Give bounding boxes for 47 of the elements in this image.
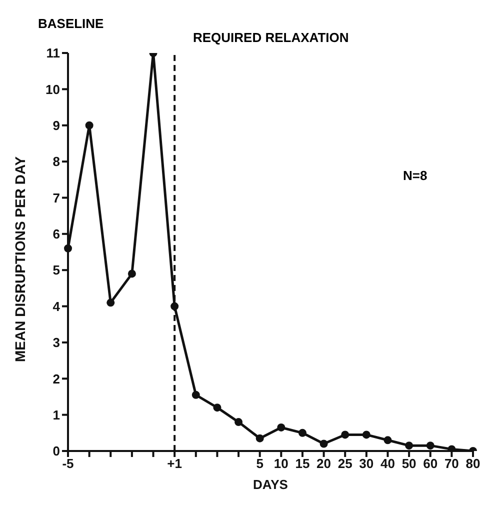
- point: [405, 442, 414, 450]
- point: [192, 390, 200, 399]
- x-tick-label: 40: [380, 456, 395, 472]
- point: [85, 121, 94, 130]
- y-tick-label: 4: [52, 298, 61, 314]
- y-tick-label: 7: [52, 190, 60, 206]
- text: REQUIRED RELAXATION: [193, 30, 349, 45]
- x-tick-label: 80: [466, 456, 480, 472]
- x-tick-label: 50: [402, 456, 416, 472]
- y-tick-label: 10: [46, 82, 60, 97]
- y-tick-label: 3: [52, 335, 60, 350]
- y-tick-label: 5: [52, 262, 60, 278]
- y-tick-label: 6: [52, 226, 60, 242]
- point: [320, 440, 328, 448]
- y-tick-label: 9: [52, 118, 60, 133]
- x-tick-label: +1: [167, 456, 182, 472]
- y-tick-label: 0: [52, 444, 60, 459]
- point: [256, 434, 264, 442]
- y-tick-label: 8: [52, 154, 60, 170]
- x-axis-title: DAYS: [253, 477, 288, 492]
- point: [170, 302, 179, 310]
- point: [128, 270, 136, 278]
- y-tick-label: 11: [46, 46, 60, 61]
- text: BASELINE: [38, 16, 104, 31]
- x-tick-label: 25: [338, 456, 352, 472]
- x-tick-label: 30: [359, 456, 374, 472]
- point: [64, 244, 72, 252]
- annotation: N=8: [403, 168, 428, 183]
- y-axis-title: MEAN DISRUPTIONS PER DAY: [12, 156, 28, 362]
- point: [384, 436, 392, 444]
- y-tick-label: 2: [52, 371, 60, 386]
- point: [362, 430, 370, 439]
- x-tick-label: 70: [444, 456, 459, 472]
- point: [426, 442, 434, 450]
- x-tick-label: -5: [62, 456, 74, 472]
- x-tick-label: 15: [295, 456, 310, 472]
- y-tick-label: 1: [52, 407, 60, 422]
- x-tick-label: 20: [316, 456, 332, 472]
- point: [341, 430, 350, 439]
- point: [234, 418, 243, 426]
- x-tick-label: 60: [423, 456, 438, 472]
- point: [213, 404, 222, 412]
- point: [106, 298, 115, 307]
- x-tick-label: 5: [256, 456, 264, 472]
- point: [277, 423, 286, 432]
- point: [298, 428, 306, 437]
- x-tick-label: 10: [274, 456, 288, 472]
